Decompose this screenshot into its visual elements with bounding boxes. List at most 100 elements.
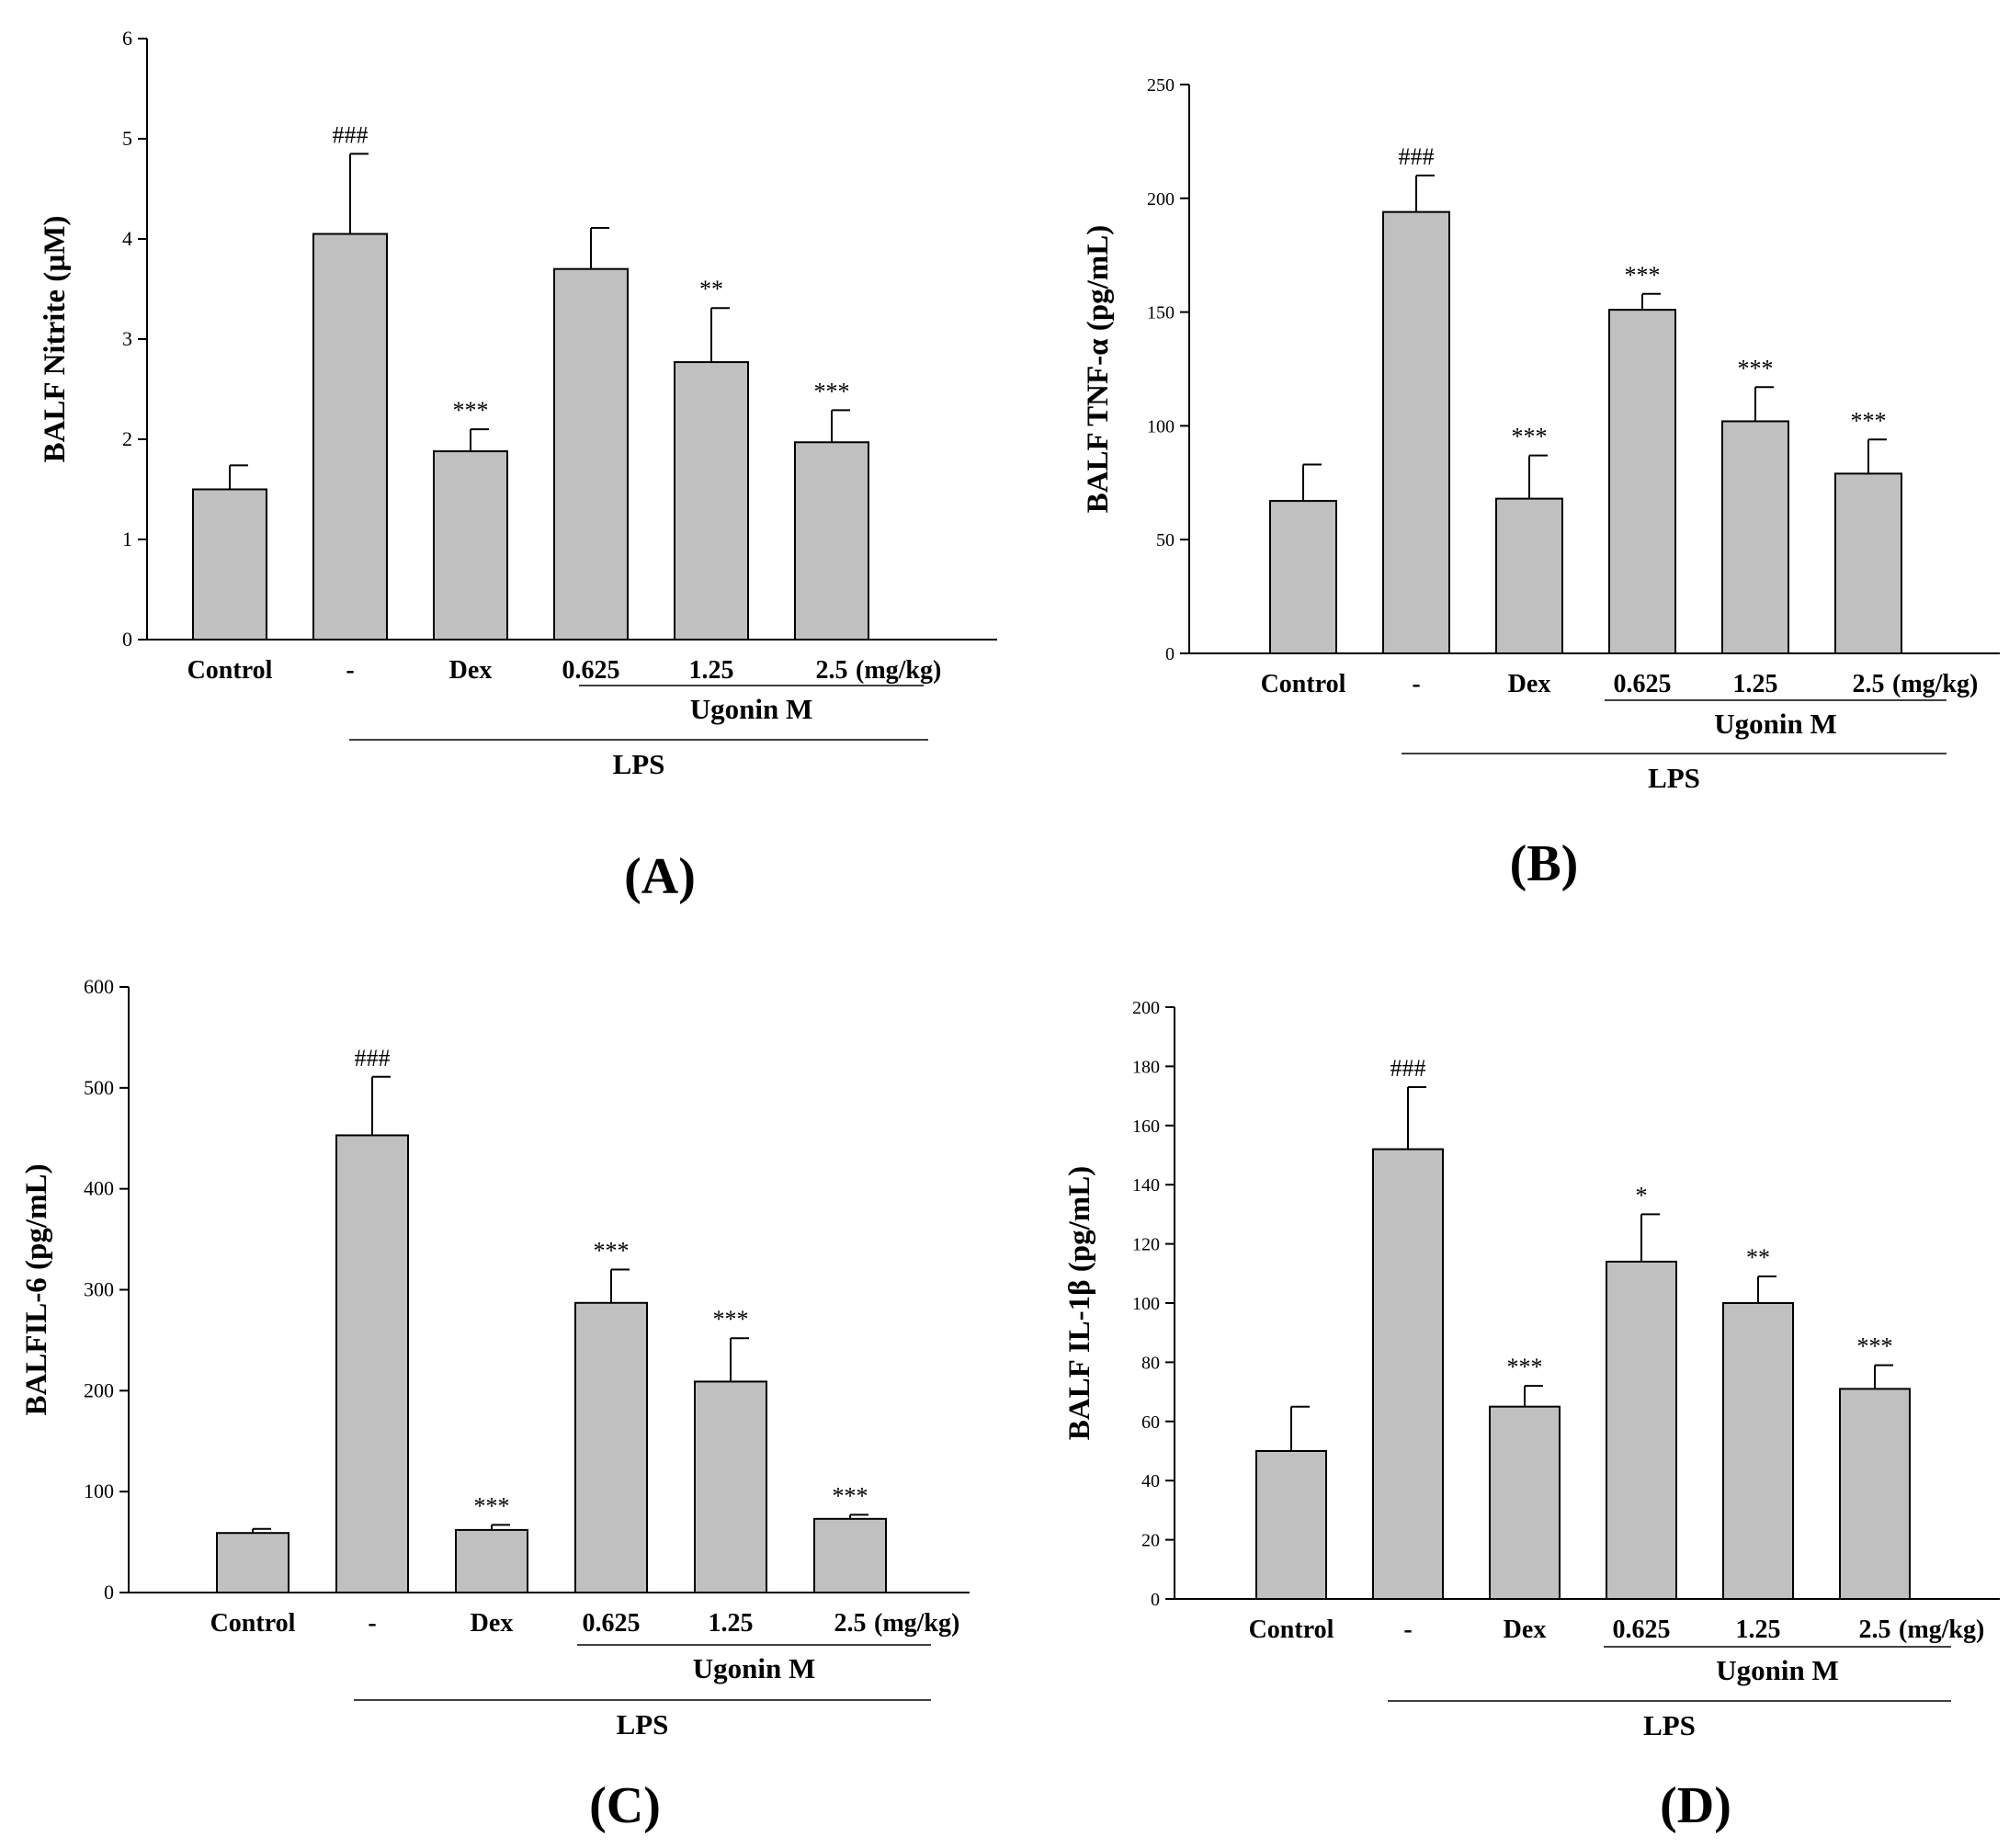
bar — [312, 232, 388, 641]
y-tick-label: 100 — [84, 1480, 114, 1502]
panel-label: (A) — [624, 848, 696, 905]
bar — [1606, 1260, 1677, 1601]
y-tick-label: 200 — [84, 1378, 114, 1401]
y-tick-label: 400 — [84, 1177, 114, 1200]
bar — [216, 1532, 289, 1594]
bar — [1489, 1405, 1561, 1600]
bar — [813, 1517, 887, 1593]
y-tick-label: 0 — [122, 628, 132, 651]
y-axis-title: BALFIL-6 (pg/mL) — [20, 1163, 53, 1415]
bar — [694, 1380, 767, 1594]
bar — [1839, 1388, 1911, 1600]
y-tick-label: 60 — [1141, 1412, 1160, 1433]
significance-mark: *** — [713, 1306, 749, 1332]
significance-mark: *** — [833, 1482, 868, 1509]
y-tick-label: 300 — [84, 1278, 114, 1301]
ugonin-group-label: Ugonin M — [693, 1652, 816, 1684]
panel-label: (D) — [1660, 1777, 1731, 1834]
y-tick-label: 500 — [84, 1076, 114, 1099]
y-axis-title: BALF IL-1β (pg/mL) — [1063, 1166, 1096, 1441]
category-label: Dex — [449, 656, 493, 685]
bar — [1495, 497, 1563, 655]
bar — [335, 1134, 409, 1593]
category-label: 0.625 — [1613, 1616, 1671, 1644]
y-tick-label: 600 — [84, 975, 114, 998]
bar — [1608, 309, 1676, 654]
significance-mark: ### — [333, 121, 369, 148]
category-label: Control — [210, 1609, 296, 1638]
panel-label: (B) — [1510, 835, 1579, 892]
y-tick-label: 200 — [1132, 998, 1160, 1018]
category-label: 0.625 — [562, 656, 620, 685]
category-label: 2.5 — [1853, 670, 1885, 698]
bar — [1269, 500, 1337, 654]
bar — [192, 488, 267, 641]
significance-mark: ** — [699, 276, 723, 302]
ugonin-group-label: Ugonin M — [690, 693, 813, 725]
significance-mark: *** — [1851, 407, 1887, 434]
category-label: 1.25 — [1733, 670, 1778, 698]
bar — [455, 1528, 528, 1593]
significance-mark: *** — [474, 1492, 510, 1519]
category-label: Control — [1249, 1616, 1334, 1644]
y-tick-label: 180 — [1132, 1057, 1160, 1077]
chart-panel-b: 0 50 100 150 200 250 BALF TNF-α (pg/mL) Control… — [1082, 75, 2000, 892]
significance-mark: *** — [594, 1238, 630, 1264]
y-tick-label: 3 — [122, 327, 132, 350]
lps-group-label: LPS — [1648, 762, 1700, 794]
category-label: - — [1412, 670, 1420, 698]
lps-group-label: LPS — [613, 748, 665, 780]
category-label: 1.25 — [709, 1609, 754, 1638]
y-tick-label: 4 — [122, 227, 132, 250]
ugonin-group-label: Ugonin M — [1714, 708, 1837, 740]
ugonin-group-label: Ugonin M — [1716, 1654, 1839, 1686]
bar — [433, 450, 508, 641]
chart-panel-a: 0 1 2 3 4 5 6 BALF Nitrite (µM) Control ### - *** De… — [39, 27, 997, 905]
chart-panel-d: 0 20 40 60 80 100 120 140 160 180 200 BALF IL-1β (p… — [1063, 998, 2000, 1834]
y-tick-label: 250 — [1147, 75, 1175, 96]
y-tick-label: 5 — [122, 127, 132, 150]
y-tick-label: 50 — [1156, 530, 1175, 550]
bar — [1834, 472, 1902, 654]
y-tick-label: 80 — [1141, 1353, 1160, 1373]
y-axis-title: BALF TNF-α (pg/mL) — [1082, 225, 1115, 514]
y-tick-label: 2 — [122, 427, 132, 450]
y-tick-label: 0 — [104, 1581, 114, 1604]
chart-panel-c: 0 100 200 300 400 500 600 BALFIL-6 (pg/mL) Contr… — [20, 975, 970, 1834]
y-tick-label: 40 — [1141, 1471, 1160, 1491]
significance-mark: *** — [814, 378, 850, 404]
significance-mark: *** — [1857, 1333, 1893, 1360]
y-tick-label: 100 — [1132, 1294, 1160, 1314]
lps-group-label: LPS — [617, 1708, 669, 1740]
category-label: Dex — [1504, 1616, 1547, 1644]
y-tick-label: 100 — [1147, 416, 1175, 436]
category-label: Control — [1261, 670, 1346, 698]
category-label: Dex — [1508, 670, 1551, 698]
bar — [674, 361, 749, 641]
significance-mark: *** — [453, 397, 489, 424]
y-axis-title: BALF Nitrite (µM) — [39, 216, 72, 463]
category-label: 2.5 — [1859, 1616, 1891, 1644]
y-tick-label: 6 — [122, 27, 132, 50]
y-tick-label: 1 — [122, 527, 132, 550]
category-label: 0.625 — [583, 1609, 641, 1638]
category-label: - — [368, 1609, 376, 1638]
bar — [1722, 1302, 1794, 1600]
lps-group-label: LPS — [1643, 1709, 1696, 1741]
bar — [1255, 1450, 1327, 1600]
unit-label: (mg/kg) — [1892, 670, 1978, 698]
category-label: 1.25 — [689, 656, 734, 685]
significance-mark: * — [1636, 1182, 1648, 1208]
panel-label: (C) — [589, 1777, 661, 1834]
significance-mark: ### — [355, 1045, 391, 1071]
category-label: - — [1403, 1616, 1412, 1644]
bar — [553, 267, 629, 641]
bar — [794, 441, 869, 641]
y-tick-label: 20 — [1141, 1531, 1160, 1551]
y-tick-label: 150 — [1147, 303, 1175, 323]
y-tick-label: 0 — [1165, 644, 1175, 664]
y-tick-label: 0 — [1151, 1590, 1160, 1610]
bar — [1721, 420, 1789, 654]
significance-mark: ### — [1399, 143, 1435, 170]
category-label: 0.625 — [1614, 670, 1672, 698]
